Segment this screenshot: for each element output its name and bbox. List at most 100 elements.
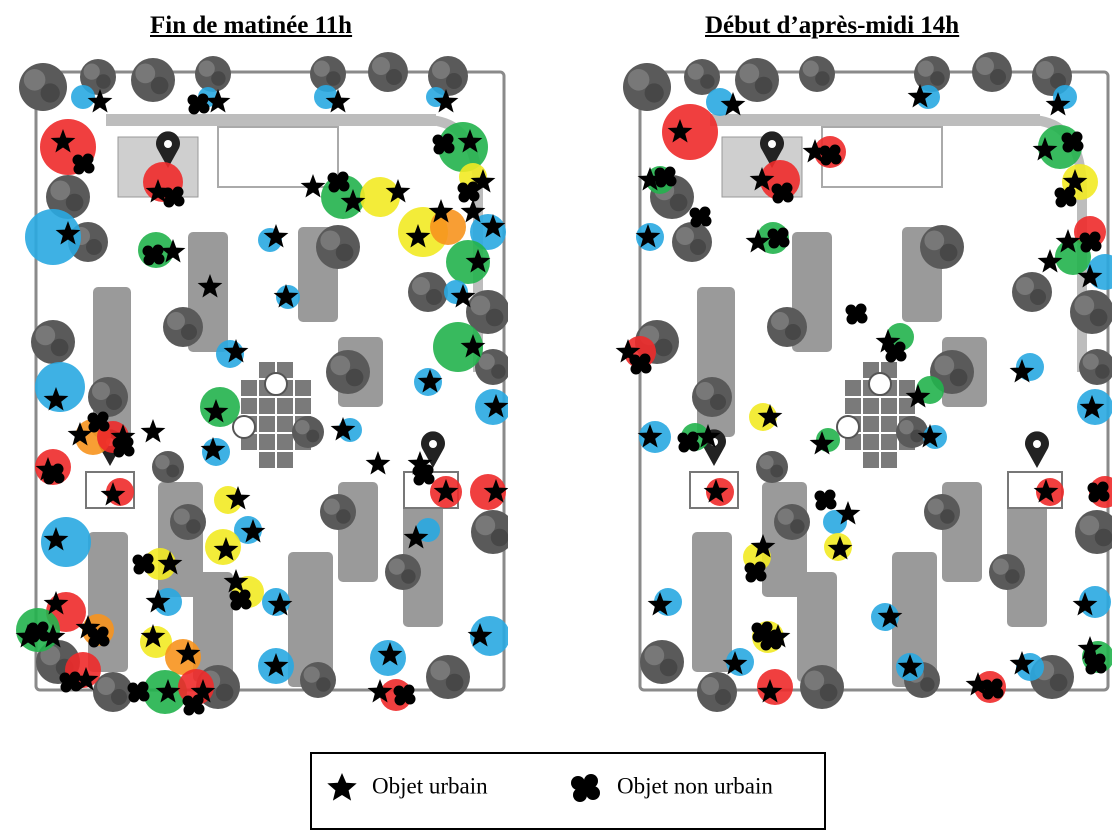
blue-zone-circle <box>823 510 847 534</box>
blue-zone-circle <box>35 362 85 412</box>
map-pin-icon <box>1025 431 1049 468</box>
panel-title-afternoon: Début d’après-midi 14h <box>705 12 960 39</box>
kiosk-icon <box>868 372 892 396</box>
urban-object-star-icon <box>197 274 223 298</box>
tree-icon <box>623 63 671 111</box>
non-urban-object-blob-icon <box>142 244 165 266</box>
tree-icon <box>292 416 324 448</box>
tree-icon <box>31 320 75 364</box>
non-urban-object-blob-icon <box>629 353 652 375</box>
tree-icon <box>195 56 231 92</box>
urban-object-star-icon <box>695 424 721 448</box>
tree-icon <box>163 307 203 347</box>
urban-object-star-icon <box>1009 651 1035 675</box>
urban-object-star-icon <box>157 551 183 575</box>
urban-object-star-icon <box>750 534 776 558</box>
non-urban-object-blob-icon <box>1061 131 1084 153</box>
urban-object-star-icon <box>267 592 293 616</box>
tree-icon <box>428 56 468 96</box>
urban-object-star-icon <box>43 527 69 551</box>
map-pin-icon <box>156 131 181 168</box>
tree-icon <box>989 554 1025 590</box>
urban-object-star-icon <box>802 139 828 163</box>
urban-object-star-icon <box>325 89 351 113</box>
urban-object-star-icon <box>1077 264 1103 288</box>
tree-icon <box>972 52 1012 92</box>
urban-object-star-icon <box>110 424 136 448</box>
tree-icon <box>767 307 807 347</box>
tree-icon <box>385 554 421 590</box>
star-icon <box>327 773 357 801</box>
blue-zone-circle <box>25 209 81 265</box>
kiosk-icon <box>264 372 288 396</box>
tree-icon <box>408 272 448 312</box>
blue-zone-circle <box>41 517 91 567</box>
urban-object-star-icon <box>467 623 493 647</box>
tree-icon <box>46 175 90 219</box>
non-urban-object-blob-icon <box>229 589 252 611</box>
planter-bed <box>193 572 233 682</box>
tree-icon <box>1079 349 1112 385</box>
urban-object-star-icon <box>1037 249 1063 273</box>
tree-icon <box>80 59 116 95</box>
tree-icon <box>471 510 508 554</box>
urban-object-star-icon <box>50 129 76 153</box>
red-zone-circle <box>662 104 718 160</box>
urban-object-star-icon <box>35 457 61 481</box>
map-pin-icon <box>760 131 784 168</box>
tree-icon <box>920 225 964 269</box>
tree-icon <box>131 58 175 102</box>
non-urban-object-blob-icon <box>87 411 110 433</box>
blue-zone-circle <box>71 85 95 109</box>
urban-object-star-icon <box>405 224 431 248</box>
panel-title-morning: Fin de matinée 11h <box>150 12 353 39</box>
urban-object-star-icon <box>615 339 641 363</box>
green-zone-circle <box>200 387 240 427</box>
urban-object-star-icon <box>460 334 486 358</box>
tree-icon <box>320 494 356 530</box>
planter-bed <box>892 552 937 687</box>
non-urban-object-blob-icon <box>677 431 700 453</box>
urban-object-star-icon <box>965 672 991 696</box>
tree-icon <box>475 349 508 385</box>
urban-object-star-icon <box>703 479 729 503</box>
non-urban-object-blob-icon <box>845 303 868 325</box>
tree-icon <box>896 416 928 448</box>
urban-object-star-icon <box>460 199 486 223</box>
urban-object-star-icon <box>1077 636 1103 660</box>
planter-bed <box>288 552 333 687</box>
urban-object-star-icon <box>273 284 299 308</box>
non-urban-object-blob-icon <box>1054 186 1077 208</box>
urban-object-star-icon <box>75 615 101 639</box>
urban-object-star-icon <box>213 537 239 561</box>
top-pavilion <box>217 126 339 188</box>
urban-object-star-icon <box>433 479 459 503</box>
urban-object-star-icon <box>875 329 901 353</box>
cloud-blob-icon <box>571 774 600 802</box>
urban-object-star-icon <box>145 179 171 203</box>
urban-object-star-icon <box>43 387 69 411</box>
urban-object-star-icon <box>1055 229 1081 253</box>
tree-icon <box>914 56 950 92</box>
top-path <box>106 114 436 126</box>
tree-icon <box>426 655 470 699</box>
urban-object-star-icon <box>365 451 391 475</box>
urban-object-star-icon <box>1045 92 1071 116</box>
urban-object-star-icon <box>1033 479 1059 503</box>
urban-object-star-icon <box>809 431 835 455</box>
tree-icon <box>924 494 960 530</box>
urban-object-star-icon <box>55 221 81 245</box>
urban-object-star-icon <box>160 239 186 263</box>
non-urban-object-blob-icon <box>884 341 907 363</box>
urban-object-star-icon <box>1079 395 1105 419</box>
urban-object-star-icon <box>450 284 476 308</box>
map-pin-icon <box>420 431 446 468</box>
planter-bed <box>692 532 732 672</box>
non-urban-object-blob-icon <box>981 678 1004 700</box>
tree-icon <box>756 451 788 483</box>
planter-bed <box>1007 502 1047 627</box>
tree-icon <box>697 672 737 712</box>
urban-object-star-icon <box>240 519 266 543</box>
urban-object-star-icon <box>15 624 41 648</box>
tree-icon <box>170 504 206 540</box>
